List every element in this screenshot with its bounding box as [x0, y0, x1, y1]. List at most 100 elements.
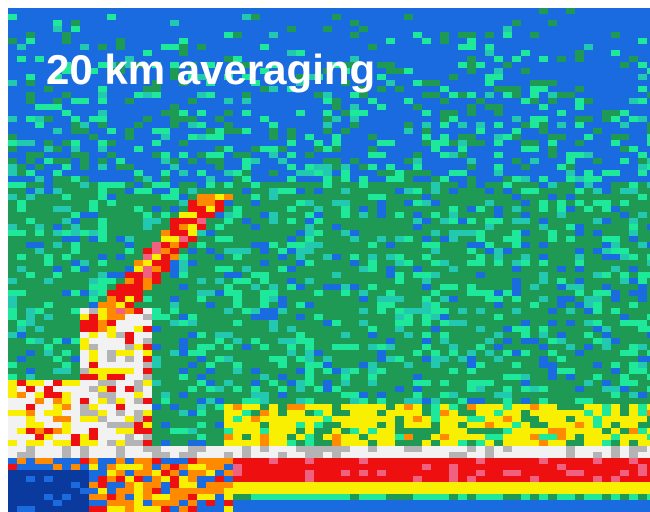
pixel	[359, 26, 368, 32]
pixel	[206, 458, 215, 464]
pixel	[449, 416, 458, 422]
pixel	[26, 278, 35, 284]
pixel	[17, 458, 26, 464]
pixel	[467, 32, 476, 38]
pixel	[215, 146, 224, 152]
pixel	[368, 344, 377, 350]
pixel	[440, 98, 449, 104]
pixel	[368, 392, 377, 398]
pixel	[44, 308, 53, 314]
pixel	[404, 218, 413, 224]
pixel	[152, 350, 161, 356]
pixel	[620, 266, 629, 272]
pixel	[332, 104, 341, 110]
pixel	[359, 350, 368, 356]
pixel	[458, 188, 467, 194]
pixel	[71, 212, 80, 218]
pixel	[449, 284, 458, 290]
pixel	[602, 338, 611, 344]
pixel	[53, 386, 62, 392]
pixel	[170, 248, 179, 254]
pixel	[170, 20, 179, 26]
pixel	[503, 206, 512, 212]
pixel	[557, 182, 566, 188]
pixel	[98, 218, 107, 224]
pixel	[530, 254, 539, 260]
image-title: 20 km averaging	[46, 46, 375, 93]
pixel	[350, 224, 359, 230]
pixel	[224, 128, 233, 134]
pixel	[125, 254, 134, 260]
pixel	[503, 494, 512, 500]
pixel	[386, 176, 395, 182]
pixel	[260, 182, 269, 188]
pixel	[485, 428, 494, 434]
pixel	[296, 212, 305, 218]
pixel	[530, 308, 539, 314]
pixel	[89, 404, 98, 410]
pixel	[305, 152, 314, 158]
pixel	[44, 254, 53, 260]
pixel	[629, 410, 638, 416]
pixel	[539, 230, 548, 236]
pixel	[143, 278, 152, 284]
pixel	[575, 218, 584, 224]
pixel	[251, 290, 260, 296]
pixel	[476, 128, 485, 134]
pixel	[629, 212, 638, 218]
pixel	[575, 488, 584, 494]
pixel	[323, 338, 332, 344]
pixel	[377, 326, 386, 332]
pixel	[638, 164, 647, 170]
pixel	[413, 284, 422, 290]
pixel	[386, 392, 395, 398]
pixel	[368, 206, 377, 212]
pixel	[71, 302, 80, 308]
pixel	[638, 86, 647, 92]
pixel	[539, 176, 548, 182]
pixel	[134, 170, 143, 176]
pixel	[584, 236, 593, 242]
pixel	[638, 380, 647, 386]
pixel	[485, 458, 494, 464]
pixel	[305, 458, 314, 464]
pixel	[332, 188, 341, 194]
pixel	[89, 494, 98, 500]
pixel	[8, 302, 17, 308]
pixel	[458, 398, 467, 404]
pixel	[89, 284, 98, 290]
pixel	[44, 278, 53, 284]
pixel	[638, 398, 647, 404]
pixel	[242, 110, 251, 116]
pixel	[80, 428, 89, 434]
pixel	[494, 380, 503, 386]
pixel	[368, 338, 377, 344]
pixel	[233, 200, 242, 206]
pixel	[170, 302, 179, 308]
pixel	[359, 458, 368, 464]
pixel	[611, 278, 620, 284]
pixel	[575, 206, 584, 212]
pixel	[152, 362, 161, 368]
pixel	[404, 308, 413, 314]
pixel	[278, 398, 287, 404]
pixel	[440, 410, 449, 416]
pixel	[251, 308, 260, 314]
pixel	[377, 314, 386, 320]
pixel	[260, 200, 269, 206]
pixel	[503, 488, 512, 494]
pixel	[71, 368, 80, 374]
pixel	[512, 392, 521, 398]
pixel	[206, 452, 215, 458]
pixel	[224, 266, 233, 272]
pixel	[26, 416, 35, 422]
pixel	[584, 290, 593, 296]
pixel	[431, 476, 440, 482]
pixel	[413, 230, 422, 236]
pixel	[260, 278, 269, 284]
pixel	[404, 386, 413, 392]
pixel	[575, 404, 584, 410]
pixel	[386, 278, 395, 284]
pixel	[179, 272, 188, 278]
pixel	[386, 206, 395, 212]
